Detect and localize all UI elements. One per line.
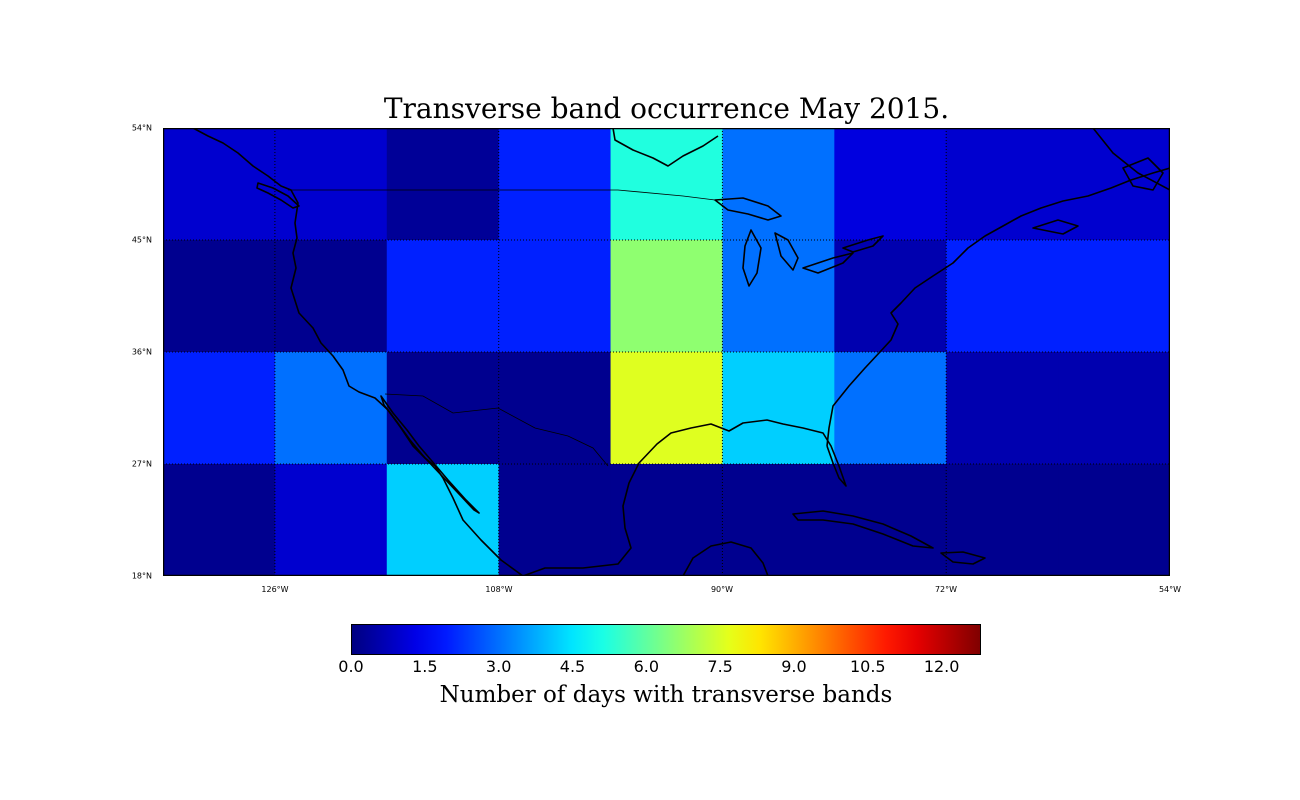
grid-cell [834, 352, 947, 465]
colorbar [351, 624, 981, 655]
grid-cell [274, 240, 388, 353]
lat-tick-45n: 45°N [131, 235, 152, 245]
map-canvas [163, 128, 1170, 576]
grid-cell [834, 464, 947, 576]
grid-cell [386, 464, 500, 576]
grid-cell [610, 352, 723, 465]
great-lakes [714, 197, 884, 287]
grid-cell [163, 464, 276, 576]
grid-cell [722, 352, 835, 465]
grid-cell [946, 464, 1059, 576]
lon-tick-72w: 72°W [934, 585, 958, 594]
grid-cell [386, 352, 500, 465]
us-mexico-border [384, 393, 609, 467]
grid-cell [1058, 352, 1170, 465]
hispaniola [940, 551, 986, 565]
colorbar-label: Number of days with transverse bands [439, 682, 893, 708]
colorbar-tick-label: 7.5 [707, 657, 733, 676]
newfoundland [1122, 157, 1164, 191]
grid-cell [498, 240, 612, 353]
political-borders [288, 189, 716, 467]
grid-cell [386, 240, 500, 353]
us-canada-border [288, 189, 716, 201]
grid-cell [498, 464, 612, 576]
grid-cell [1058, 464, 1170, 576]
lat-tick-54n: 54°N [131, 123, 152, 133]
grid-cell [1058, 128, 1170, 241]
gulf-coastline [522, 419, 847, 576]
grid-cell [386, 128, 500, 241]
lat-tick-27n: 27°N [131, 459, 152, 469]
colorbar-tick-label: 3.0 [485, 657, 512, 676]
map-frame [163, 128, 1170, 576]
colorbar-tick-label: 4.5 [559, 657, 586, 676]
lat-tick-36n: 36°N [131, 347, 152, 357]
grid-cell [834, 240, 947, 353]
map-panel [163, 128, 1170, 576]
grid-cell [1058, 240, 1170, 353]
lon-tick-54w: 54°W [1158, 585, 1182, 594]
cuba [792, 510, 934, 549]
grid-cell [163, 352, 276, 465]
grid-cell [834, 128, 947, 241]
grid-cell [610, 464, 723, 576]
grid-cell [274, 128, 388, 241]
grid-cell [722, 240, 835, 353]
grid-cell [498, 352, 612, 465]
map-title: Transverse band occurrence May 2015. [383, 92, 950, 125]
vancouver-island [256, 182, 300, 209]
james-bay-coast [612, 128, 719, 167]
atlantic-coastline [826, 167, 1170, 447]
grid-cell [163, 240, 276, 353]
grid-cell [610, 240, 723, 353]
grid-cells [163, 128, 1170, 576]
nova-scotia [1032, 219, 1079, 235]
lon-tick-126w: 126°W [261, 585, 289, 594]
grid-cell [946, 240, 1059, 353]
colorbar-tick-label: 0.0 [338, 657, 364, 676]
labrador-coast [1092, 128, 1170, 191]
grid-cell [610, 128, 723, 241]
grid-cell [722, 128, 835, 241]
grid-cell [946, 352, 1059, 465]
grid-cell [274, 464, 388, 576]
lat-tick-18n: 18°N [131, 571, 152, 581]
grid-cell [498, 128, 612, 241]
lon-tick-90w: 90°W [710, 585, 734, 594]
yucatan [682, 541, 769, 576]
colorbar-tick-label: 1.5 [412, 657, 438, 676]
colorbar-tick-label: 9.0 [781, 657, 807, 676]
colorbar-tick-label: 12.0 [923, 657, 960, 676]
colorbar-tick-label: 6.0 [633, 657, 660, 676]
baja-peninsula [380, 395, 480, 514]
grid-cell [274, 352, 388, 465]
grid-cell [946, 128, 1059, 241]
colorbar-tick-label: 10.5 [849, 657, 886, 676]
grid-cell [163, 128, 276, 241]
coastlines [192, 128, 1170, 576]
lon-tick-108w: 108°W [485, 585, 513, 594]
